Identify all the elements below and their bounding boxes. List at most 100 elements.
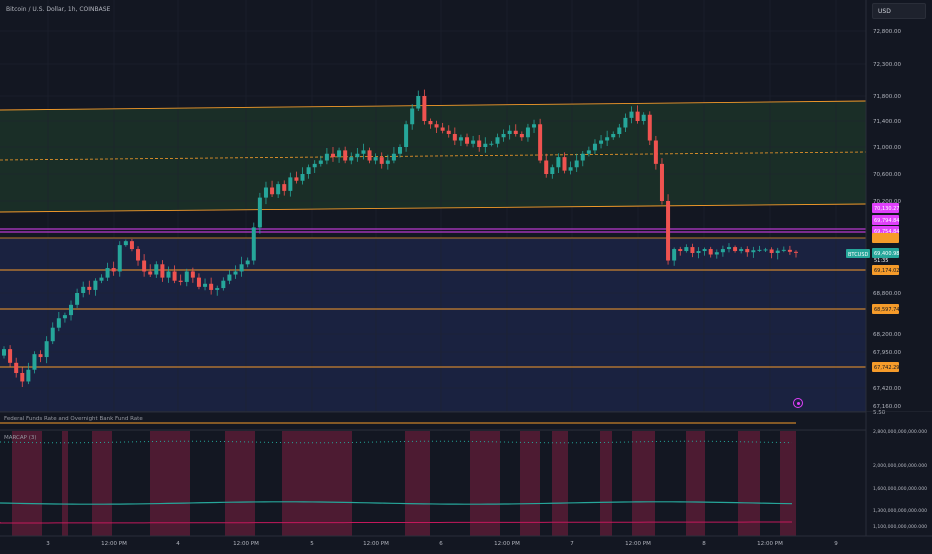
candle-body xyxy=(123,241,128,246)
candle-body xyxy=(647,114,652,141)
candle-body xyxy=(203,283,208,287)
candle-body xyxy=(251,227,256,261)
last-price-tag-bg xyxy=(872,248,899,258)
candle-body xyxy=(458,137,463,141)
marcap-band xyxy=(738,431,760,536)
fed-funds-indicator-label[interactable]: Federal Funds Rate and Overnight Bank Fu… xyxy=(4,416,143,422)
candle-body xyxy=(385,160,390,164)
candle-body xyxy=(605,137,610,141)
candle-body xyxy=(629,111,634,118)
last-price-tag: 69,400.98 xyxy=(874,251,899,257)
candle-body xyxy=(221,280,226,289)
candle-body xyxy=(525,127,530,138)
time-tick: 5 xyxy=(310,541,314,547)
candle-body xyxy=(471,140,476,144)
candle-body xyxy=(666,201,671,261)
candle-body xyxy=(702,249,707,252)
candle-body xyxy=(507,130,512,134)
candle-body xyxy=(154,264,159,275)
candle-body xyxy=(215,288,220,290)
candle-body xyxy=(50,327,55,342)
alert-icon[interactable] xyxy=(793,398,803,408)
currency-selector[interactable]: USD xyxy=(872,3,926,19)
candle-body xyxy=(519,134,524,138)
orange-tag-bg xyxy=(872,233,899,243)
candle-body xyxy=(745,249,750,253)
time-axis-bg xyxy=(0,536,932,550)
candle-body xyxy=(62,315,67,319)
marcap-band xyxy=(62,431,68,536)
marcap-band xyxy=(552,431,568,536)
candle-body xyxy=(26,369,31,382)
price-tick: 67,420.00 xyxy=(873,386,901,392)
time-tick: 12:00 PM xyxy=(233,541,259,547)
candle-body xyxy=(495,137,500,144)
candle-body xyxy=(653,140,658,164)
marcap-tick: 1,100,000,000,000.000 xyxy=(873,524,927,530)
candle-body xyxy=(81,286,86,293)
candle-body xyxy=(184,271,189,282)
price-tick-cut: 5.50 xyxy=(873,410,886,416)
price-tick: 71,000.00 xyxy=(873,145,901,151)
candle-body xyxy=(379,157,384,164)
candle-body xyxy=(532,124,537,128)
marcap-tick: 1,600,000,000,000.000 xyxy=(873,486,927,492)
price-tick: 72,300.00 xyxy=(873,62,901,68)
candle-body xyxy=(142,260,147,272)
candle-body xyxy=(574,160,579,168)
candle-body xyxy=(209,283,214,290)
marcap-band xyxy=(282,431,352,536)
candle-body xyxy=(659,163,664,201)
marcap-green-line xyxy=(0,501,793,505)
candle-body xyxy=(733,247,738,252)
candle-body xyxy=(592,143,597,151)
candle-body xyxy=(99,277,104,281)
candle-body xyxy=(44,341,49,358)
candle-body xyxy=(349,157,354,161)
candle-body xyxy=(75,293,80,305)
time-tick: 9 xyxy=(834,541,838,547)
magenta-tag-2: 69,794.84 xyxy=(874,218,899,224)
candle-body xyxy=(111,268,116,272)
candle-body xyxy=(282,184,287,191)
candle-body xyxy=(726,247,731,250)
time-tick: 8 xyxy=(702,541,706,547)
candle-body xyxy=(312,163,317,168)
level-2-tag-bg xyxy=(872,304,899,314)
candle-body xyxy=(337,150,342,158)
candle-body xyxy=(257,197,262,228)
upper-channel-zone xyxy=(0,101,866,212)
level-3-tag-bg xyxy=(872,362,899,372)
candle-body xyxy=(568,167,573,171)
fed-pane-bg xyxy=(0,412,866,430)
candle-body xyxy=(373,157,378,161)
marcap-band xyxy=(150,431,190,536)
candle-body xyxy=(763,249,768,251)
candle-body xyxy=(465,137,470,144)
candle-body xyxy=(781,249,786,251)
candle-body xyxy=(239,264,244,272)
candle-body xyxy=(751,250,756,253)
price-tick: 71,800.00 xyxy=(873,94,901,100)
symbol-tag-bg xyxy=(846,249,870,258)
candle-body xyxy=(343,150,348,161)
time-tick: 12:00 PM xyxy=(625,541,651,547)
marcap-indicator-label[interactable]: MARCAP (3) xyxy=(4,435,37,441)
candle-body xyxy=(288,177,293,191)
candle-body xyxy=(160,264,165,278)
candle-body xyxy=(324,153,329,161)
time-tick: 7 xyxy=(570,541,574,547)
magenta-tag-3: 69,754.84 xyxy=(874,229,899,235)
candle-body xyxy=(361,150,366,154)
candle-body xyxy=(148,271,153,275)
candle-body xyxy=(32,354,37,370)
price-tick: 68,200.00 xyxy=(873,332,901,338)
candle-body xyxy=(276,184,281,195)
marcap-band xyxy=(92,431,112,536)
candle-body xyxy=(556,157,561,168)
marcap-tick: 2,000,000,000,000.000 xyxy=(873,463,927,469)
candle-body xyxy=(391,153,396,161)
candle-body xyxy=(294,177,299,181)
